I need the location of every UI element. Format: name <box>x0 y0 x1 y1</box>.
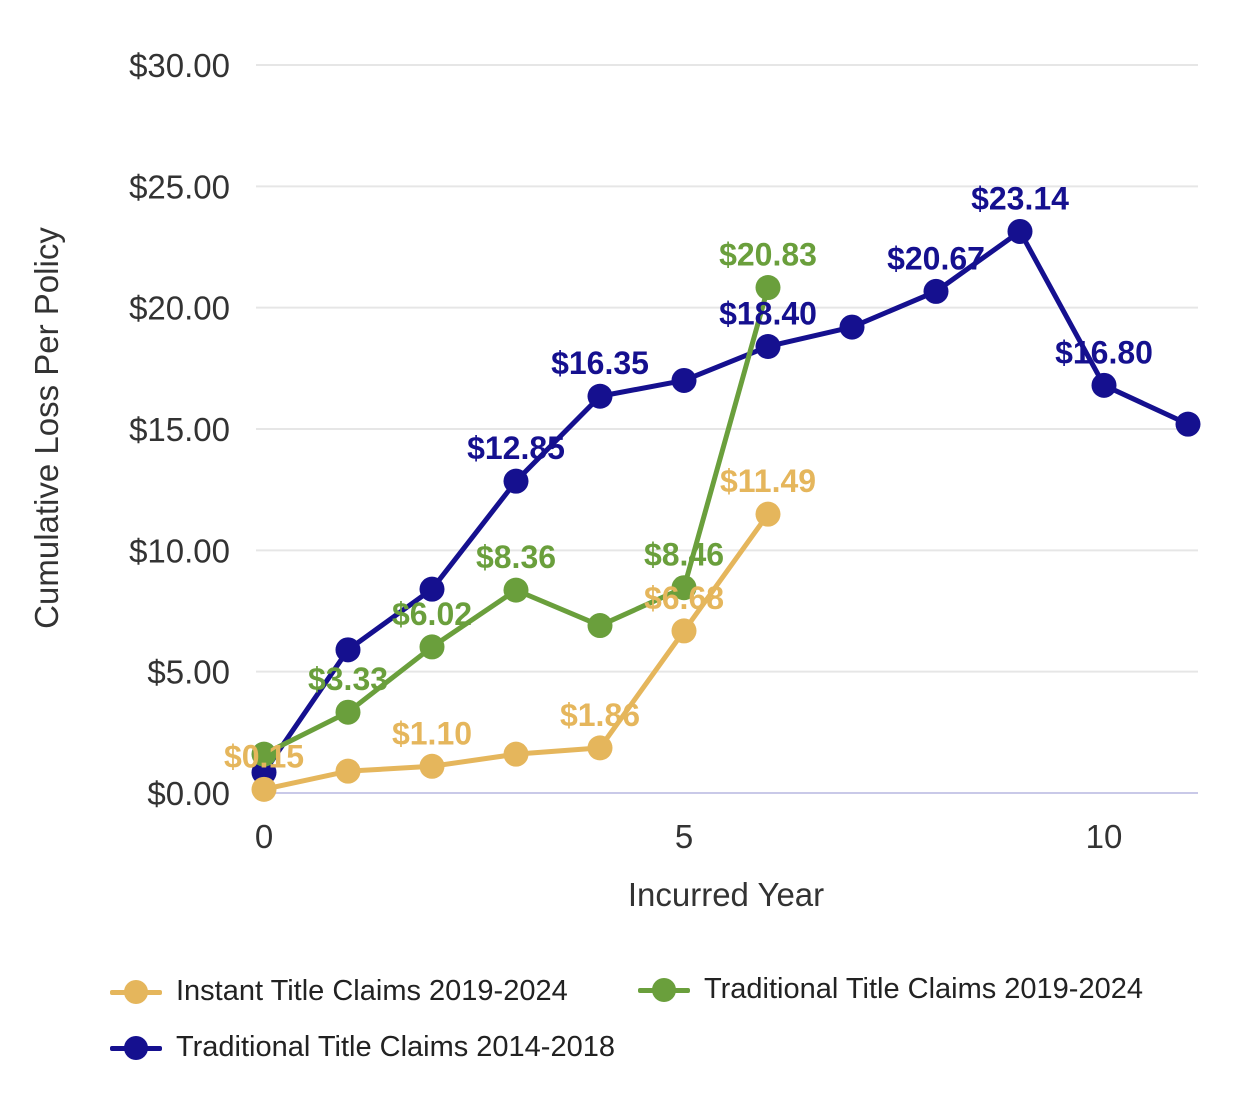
y-tick-label: $0.00 <box>147 775 230 812</box>
data-label: $16.80 <box>1055 334 1153 370</box>
data-label: $18.40 <box>719 295 817 331</box>
data-label: $20.83 <box>719 237 817 273</box>
legend-item-traditional-2014-2018[interactable]: Traditional Title Claims 2014-2018 <box>110 1031 615 1064</box>
data-point <box>839 314 865 340</box>
axes: $0.00 $5.00 $10.00 $15.00 $20.00 $25.00 $30.00… <box>129 47 1122 855</box>
data-point <box>419 634 445 660</box>
data-point <box>587 613 613 639</box>
series-0 <box>251 218 1201 785</box>
legend-label: Instant Title Claims 2019-2024 <box>176 975 568 1007</box>
data-label: $0.15 <box>224 738 304 774</box>
y-axis-title: Cumulative Loss Per Policy <box>28 227 65 629</box>
legend-marker-icon <box>110 1035 162 1060</box>
data-label: $23.14 <box>971 180 1069 216</box>
data-label: $6.02 <box>392 596 472 632</box>
data-point <box>587 383 613 409</box>
data-point <box>587 735 613 761</box>
x-tick-label: 0 <box>255 818 273 855</box>
legend-item-instant-2019-2024[interactable]: Instant Title Claims 2019-2024 <box>110 975 568 1008</box>
data-point <box>671 618 697 644</box>
y-tick-label: $5.00 <box>147 654 230 691</box>
series-lines <box>251 218 1201 802</box>
y-tick-label: $20.00 <box>129 290 230 327</box>
data-point <box>671 575 697 601</box>
data-point <box>419 753 445 779</box>
data-point <box>671 367 697 393</box>
data-point <box>503 741 529 767</box>
data-label: $1.10 <box>392 715 472 751</box>
y-tick-label: $30.00 <box>129 47 230 84</box>
data-label: $6.68 <box>644 580 724 616</box>
data-label: $8.36 <box>476 539 556 575</box>
data-point <box>1007 218 1033 244</box>
series-1 <box>251 275 781 767</box>
data-label: $12.85 <box>467 430 565 466</box>
x-tick-label: 10 <box>1086 818 1123 855</box>
data-point <box>335 758 361 784</box>
data-point <box>503 577 529 603</box>
data-point <box>335 637 361 663</box>
data-point <box>755 275 781 301</box>
data-label: $3.33 <box>308 661 388 697</box>
data-label: $16.35 <box>551 345 649 381</box>
data-point <box>251 776 277 802</box>
data-label: $8.46 <box>644 537 724 573</box>
legend-marker-icon <box>110 979 162 1004</box>
y-tick-label: $10.00 <box>129 532 230 569</box>
data-point <box>755 501 781 527</box>
legend-item-traditional-2019-2024[interactable]: Traditional Title Claims 2019-2024 <box>638 973 1143 1006</box>
series-2 <box>251 501 781 802</box>
legend-label: Traditional Title Claims 2014-2018 <box>176 1031 615 1063</box>
data-label: $11.49 <box>720 463 816 499</box>
data-point <box>1175 411 1201 437</box>
series-line <box>261 228 1191 775</box>
line-chart: $0.00 $5.00 $10.00 $15.00 $20.00 $25.00 $30.00… <box>28 47 1201 913</box>
data-point <box>503 468 529 494</box>
data-label: $20.67 <box>887 240 985 276</box>
data-point <box>1091 372 1117 398</box>
data-point <box>251 741 277 767</box>
data-point <box>335 699 361 725</box>
legend-label: Traditional Title Claims 2019-2024 <box>704 973 1143 1005</box>
data-point <box>755 333 781 359</box>
legend-marker-icon <box>638 977 690 1002</box>
gridlines <box>256 64 1198 794</box>
y-tick-label: $15.00 <box>129 411 230 448</box>
data-label: $1.86 <box>560 697 640 733</box>
y-tick-label: $25.00 <box>129 168 230 205</box>
data-labels: $12.85 $16.35 $18.40 $20.67 $23.14 $16.80 $3.3… <box>224 180 1153 774</box>
data-point <box>419 576 445 602</box>
x-axis-title: Incurred Year <box>628 876 824 913</box>
x-tick-label: 5 <box>675 818 693 855</box>
data-point <box>923 278 949 304</box>
